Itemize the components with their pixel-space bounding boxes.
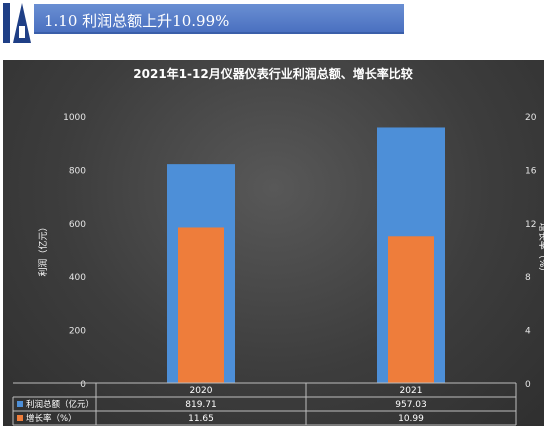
right-axis-tick-label: 0 (525, 380, 531, 390)
chart-svg: 2021年1-12月仪器仪表行业利润总额、增长率比较02004006008001… (12, 66, 544, 426)
right-axis-tick-label: 8 (525, 273, 531, 283)
left-axis-tick-label: 200 (69, 327, 86, 337)
logo-triangle-shape (13, 3, 31, 43)
table-cell: 957.03 (395, 400, 427, 410)
table-cell: 819.71 (185, 400, 217, 410)
chart-title: 2021年1-12月仪器仪表行业利润总额、增长率比较 (133, 66, 412, 81)
table-cell: 11.65 (188, 414, 214, 424)
section-header: 1.10 利润总额上升10.99% (34, 4, 404, 34)
legend-key (17, 415, 23, 421)
left-axis-label: 利润（亿元） (37, 222, 49, 276)
section-title: 1.10 利润总额上升10.99% (44, 12, 230, 30)
logo-bar-shape (3, 3, 10, 43)
growth-rate-bar (388, 236, 434, 383)
left-axis-tick-label: 600 (69, 220, 86, 230)
left-axis-tick-label: 400 (69, 273, 86, 283)
right-axis-tick-label: 12 (525, 220, 536, 230)
table-row-label: 利润总额（亿元） (26, 399, 94, 410)
table-category-label: 2021 (400, 386, 423, 396)
left-axis-tick-label: 800 (69, 166, 86, 176)
right-axis-tick-label: 4 (525, 327, 531, 337)
logo-notch-shape (19, 26, 25, 38)
growth-rate-bar (178, 227, 224, 383)
chart-panel: 2021年1-12月仪器仪表行业利润总额、增长率比较 0 200 400 600 800 1… (3, 60, 544, 426)
table-category-label: 2020 (190, 386, 213, 396)
right-axis-label: 增长率（%） (537, 223, 544, 277)
right-axis-tick-label: 16 (525, 166, 537, 176)
table-row-label: 增长率（%） (26, 413, 77, 424)
table-cell: 10.99 (398, 414, 424, 424)
legend-key (17, 401, 23, 407)
right-axis-tick-label: 20 (525, 113, 537, 123)
left-axis-tick-label: 1000 (63, 113, 86, 123)
left-axis-tick-label: 0 (80, 380, 86, 390)
logo (0, 0, 34, 46)
